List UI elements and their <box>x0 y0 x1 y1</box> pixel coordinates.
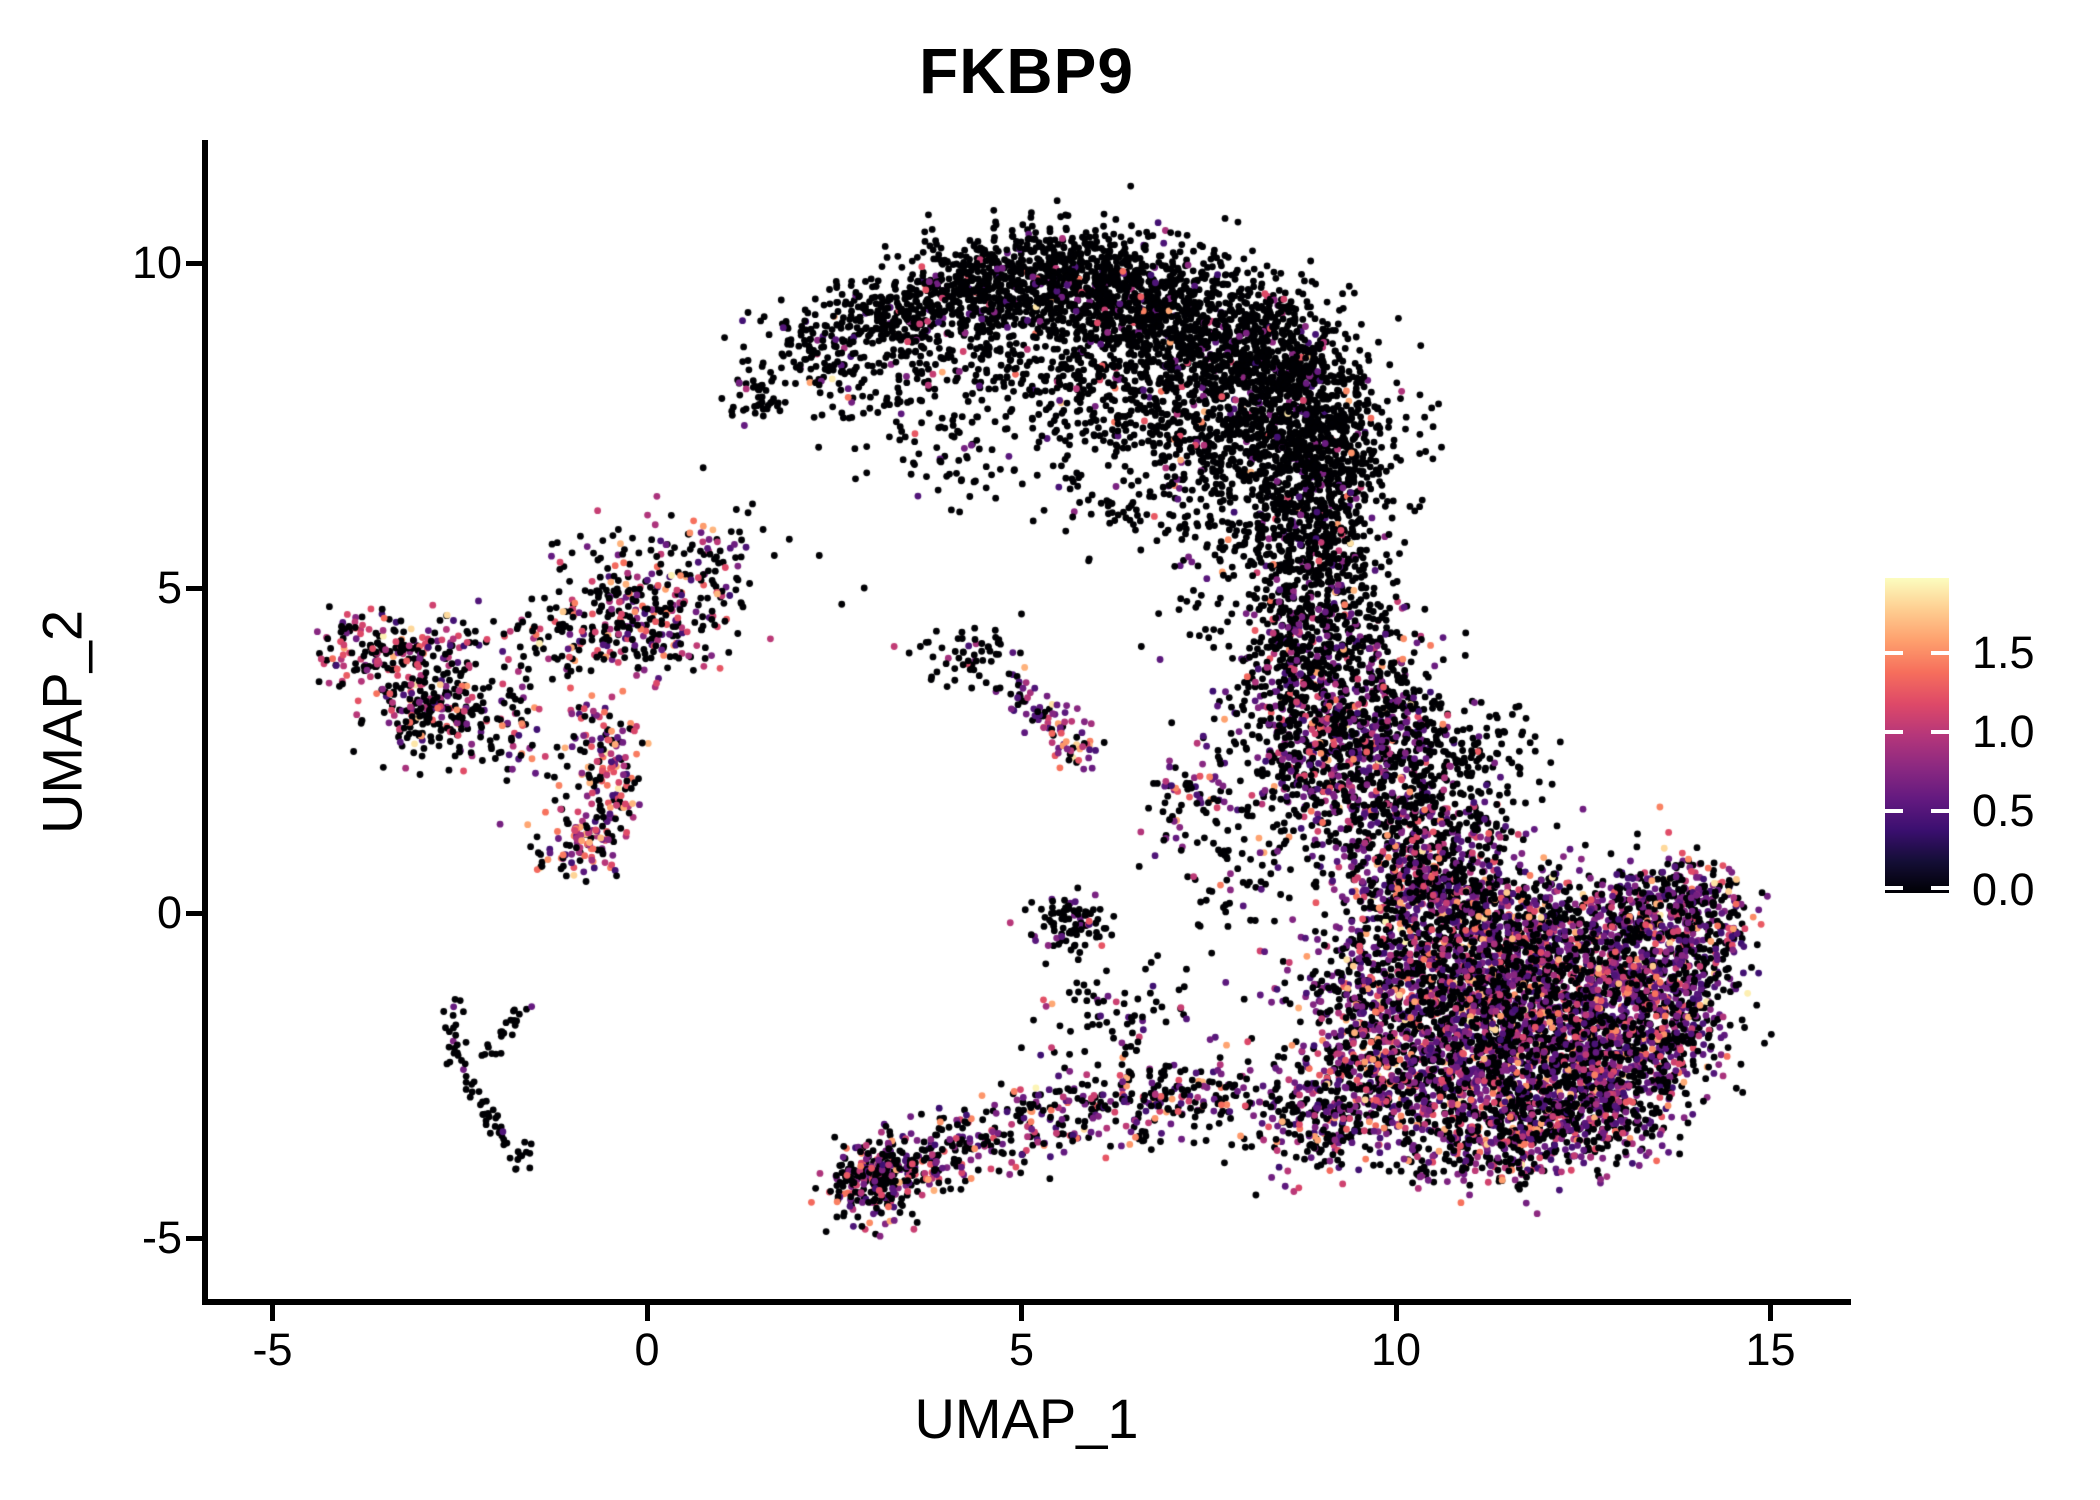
y-tick-mark <box>186 1235 202 1241</box>
y-tick-mark <box>186 910 202 916</box>
x-tick-label: 5 <box>1008 1324 1035 1375</box>
y-axis-title: UMAP_2 <box>30 609 94 835</box>
x-tick-label: 0 <box>634 1324 660 1375</box>
y-tick-label: 5 <box>156 562 182 613</box>
colorbar-tick-mark <box>1885 809 1903 813</box>
colorbar-tick-label: 0.0 <box>1972 864 2035 915</box>
x-axis-title: UMAP_1 <box>914 1387 1139 1450</box>
y-tick-label: 10 <box>131 237 182 288</box>
x-tick-mark <box>270 1305 275 1321</box>
x-axis-line <box>202 1299 1851 1305</box>
colorbar-tick-mark <box>1931 886 1949 890</box>
colorbar-tick-label: 0.5 <box>1972 785 2035 836</box>
x-tick-label: -5 <box>252 1324 293 1375</box>
x-tick-mark <box>1019 1305 1024 1321</box>
x-tick-mark <box>1393 1305 1399 1321</box>
y-tick-label: -5 <box>141 1212 182 1263</box>
y-tick-label: 0 <box>156 887 182 938</box>
colorbar-tick-mark <box>1885 730 1903 734</box>
x-tick-label: 15 <box>1745 1324 1796 1375</box>
y-tick-mark <box>186 260 202 266</box>
y-axis-line <box>202 140 208 1305</box>
x-tick-label: 10 <box>1370 1324 1422 1375</box>
colorbar-tick-mark <box>1931 651 1949 655</box>
colorbar-tick-mark <box>1885 651 1903 655</box>
colorbar-tick-label: 1.0 <box>1972 706 2035 757</box>
colorbar-tick-mark <box>1885 886 1903 890</box>
x-tick-mark <box>644 1305 650 1321</box>
colorbar-gradient <box>1885 578 1949 893</box>
colorbar-tick-mark <box>1931 730 1949 734</box>
y-tick-mark <box>186 585 202 591</box>
x-tick-mark <box>1768 1305 1773 1321</box>
colorbar-tick-mark <box>1931 809 1949 813</box>
colorbar-tick-label: 1.5 <box>1972 627 2035 678</box>
